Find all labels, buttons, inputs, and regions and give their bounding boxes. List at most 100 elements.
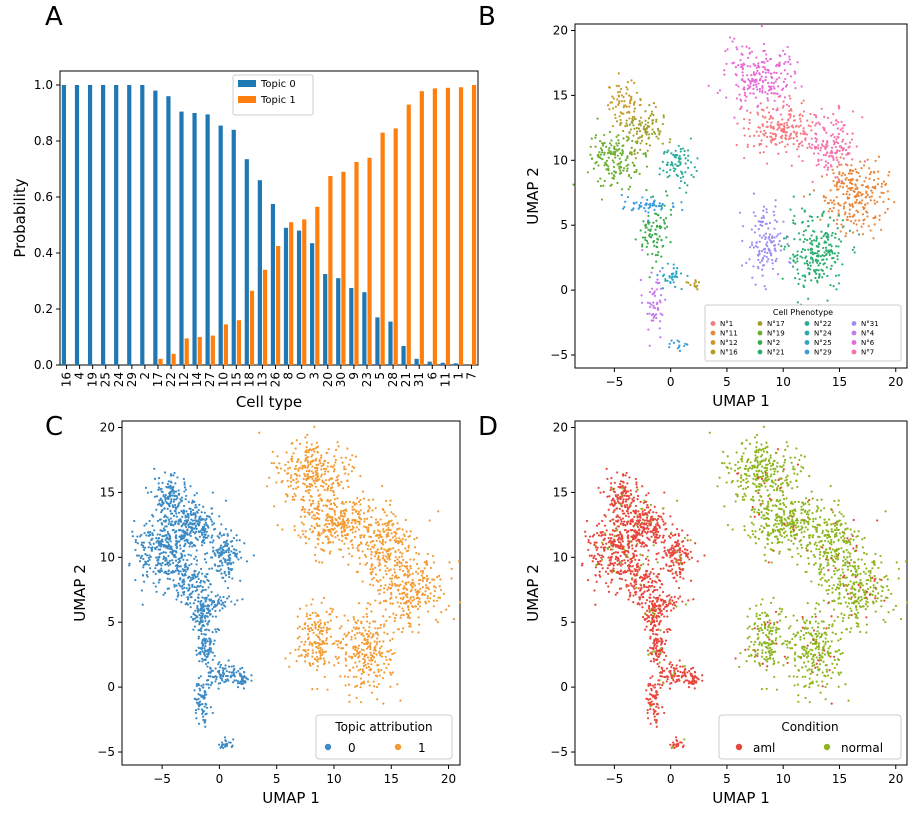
scatter-point-topic-1 bbox=[328, 627, 331, 630]
scatter-point bbox=[640, 135, 643, 138]
scatter-point bbox=[848, 203, 851, 206]
scatter-point-topic-0 bbox=[205, 561, 208, 564]
scatter-point-topic-1 bbox=[374, 627, 377, 630]
scatter-point-topic-1 bbox=[448, 561, 451, 564]
scatter-point-topic-1 bbox=[355, 622, 358, 625]
scatter-point-topic-1 bbox=[348, 525, 351, 528]
scatter-point-topic-1 bbox=[320, 473, 324, 476]
scatter-point-topic-1 bbox=[312, 514, 315, 517]
scatter-point-topic-0 bbox=[201, 612, 204, 615]
scatter-point bbox=[827, 223, 830, 226]
scatter-point bbox=[801, 114, 804, 118]
bar-topic-0 bbox=[349, 288, 354, 365]
scatter-point-topic-1 bbox=[317, 644, 321, 647]
scatter-point-topic-0 bbox=[205, 638, 208, 641]
scatter-point-topic-1 bbox=[392, 513, 395, 516]
scatter-point bbox=[759, 261, 762, 264]
scatter-point-topic-0 bbox=[201, 572, 204, 575]
scatter-point bbox=[766, 81, 770, 85]
scatter-point-topic-0 bbox=[237, 558, 240, 561]
scatter-point-topic-1 bbox=[317, 542, 320, 546]
scatter-point-topic-1 bbox=[317, 657, 320, 661]
scatter-point bbox=[817, 158, 820, 161]
scatter-point-topic-1 bbox=[347, 519, 350, 522]
legend-marker bbox=[757, 349, 763, 355]
scatter-point bbox=[830, 201, 834, 204]
scatter-point-topic-1 bbox=[316, 524, 319, 528]
scatter-point-topic-1 bbox=[310, 642, 314, 645]
scatter-point-topic-0 bbox=[221, 601, 225, 604]
scatter-point-topic-1 bbox=[411, 572, 414, 575]
scatter-point-topic-0 bbox=[199, 581, 202, 584]
scatter-point-topic-1 bbox=[333, 510, 336, 514]
scatter-point-topic-1 bbox=[398, 605, 401, 608]
scatter-point bbox=[626, 156, 629, 160]
scatter-point-topic-0 bbox=[185, 587, 188, 590]
scatter-point bbox=[742, 127, 745, 130]
scatter-point bbox=[787, 105, 791, 108]
scatter-point bbox=[820, 143, 824, 146]
bar-topic-1 bbox=[262, 269, 268, 365]
scatter-point-topic-1 bbox=[352, 518, 356, 521]
scatter-point-topic-0 bbox=[200, 529, 203, 532]
scatter-point bbox=[747, 84, 750, 87]
scatter-point bbox=[640, 205, 643, 208]
scatter-point bbox=[809, 112, 812, 116]
scatter-point-topic-1 bbox=[289, 484, 293, 487]
scatter-point-topic-1 bbox=[351, 528, 354, 531]
scatter-point-topic-1 bbox=[351, 546, 355, 549]
scatter-point-topic-1 bbox=[442, 592, 445, 595]
scatter-point bbox=[755, 130, 758, 133]
scatter-point-topic-0 bbox=[143, 531, 146, 535]
scatter-point-topic-0 bbox=[189, 592, 192, 595]
scatter-point-topic-0 bbox=[208, 671, 211, 674]
scatter-point bbox=[628, 117, 631, 120]
scatter-point bbox=[801, 221, 804, 224]
scatter-point-topic-1 bbox=[398, 584, 401, 588]
scatter-point-topic-0 bbox=[154, 572, 157, 575]
scatter-point-topic-1 bbox=[367, 498, 370, 502]
scatter-point-topic-0 bbox=[222, 533, 226, 537]
scatter-point bbox=[810, 129, 813, 132]
scatter-point-topic-0 bbox=[166, 544, 169, 548]
scatter-point-topic-1 bbox=[335, 476, 339, 479]
scatter-point bbox=[877, 170, 880, 173]
scatter-point-topic-0 bbox=[203, 581, 206, 584]
scatter-point-topic-0 bbox=[164, 551, 167, 554]
scatter-point bbox=[786, 143, 789, 146]
scatter-point-topic-1 bbox=[359, 541, 363, 544]
scatter-point-topic-0 bbox=[162, 593, 165, 596]
bar-topic-0 bbox=[127, 85, 132, 365]
scatter-point-topic-1 bbox=[404, 518, 407, 522]
scatter-point-topic-0 bbox=[204, 619, 207, 623]
scatter-point bbox=[617, 142, 621, 145]
scatter-point bbox=[746, 87, 749, 91]
scatter-point bbox=[801, 144, 804, 147]
scatter-point-topic-0 bbox=[171, 520, 174, 523]
scatter-point-topic-1 bbox=[407, 535, 410, 538]
scatter-point-topic-1 bbox=[337, 661, 340, 664]
scatter-point bbox=[652, 240, 655, 244]
scatter-point bbox=[653, 294, 657, 297]
scatter-point bbox=[810, 279, 813, 282]
scatter-point-topic-0 bbox=[183, 545, 186, 548]
y-tick-label: 20 bbox=[553, 23, 568, 37]
bar-topic-1 bbox=[223, 324, 228, 365]
scatter-point-topic-1 bbox=[315, 615, 318, 618]
scatter-point bbox=[764, 116, 767, 119]
scatter-point bbox=[607, 167, 610, 170]
x-axis-label: UMAP 1 bbox=[262, 789, 320, 807]
scatter-point-topic-0 bbox=[227, 551, 230, 554]
scatter-point bbox=[753, 81, 756, 84]
scatter-point-topic-1 bbox=[318, 509, 321, 512]
legend-marker bbox=[324, 743, 332, 751]
scatter-point bbox=[620, 100, 623, 103]
scatter-point bbox=[773, 236, 776, 239]
scatter-point-topic-0 bbox=[194, 503, 197, 507]
scatter-point-topic-1 bbox=[333, 468, 336, 471]
scatter-point-topic-0 bbox=[190, 529, 193, 532]
scatter-point-topic-1 bbox=[398, 527, 401, 530]
scatter-point bbox=[835, 119, 838, 122]
scatter-point bbox=[676, 267, 679, 270]
